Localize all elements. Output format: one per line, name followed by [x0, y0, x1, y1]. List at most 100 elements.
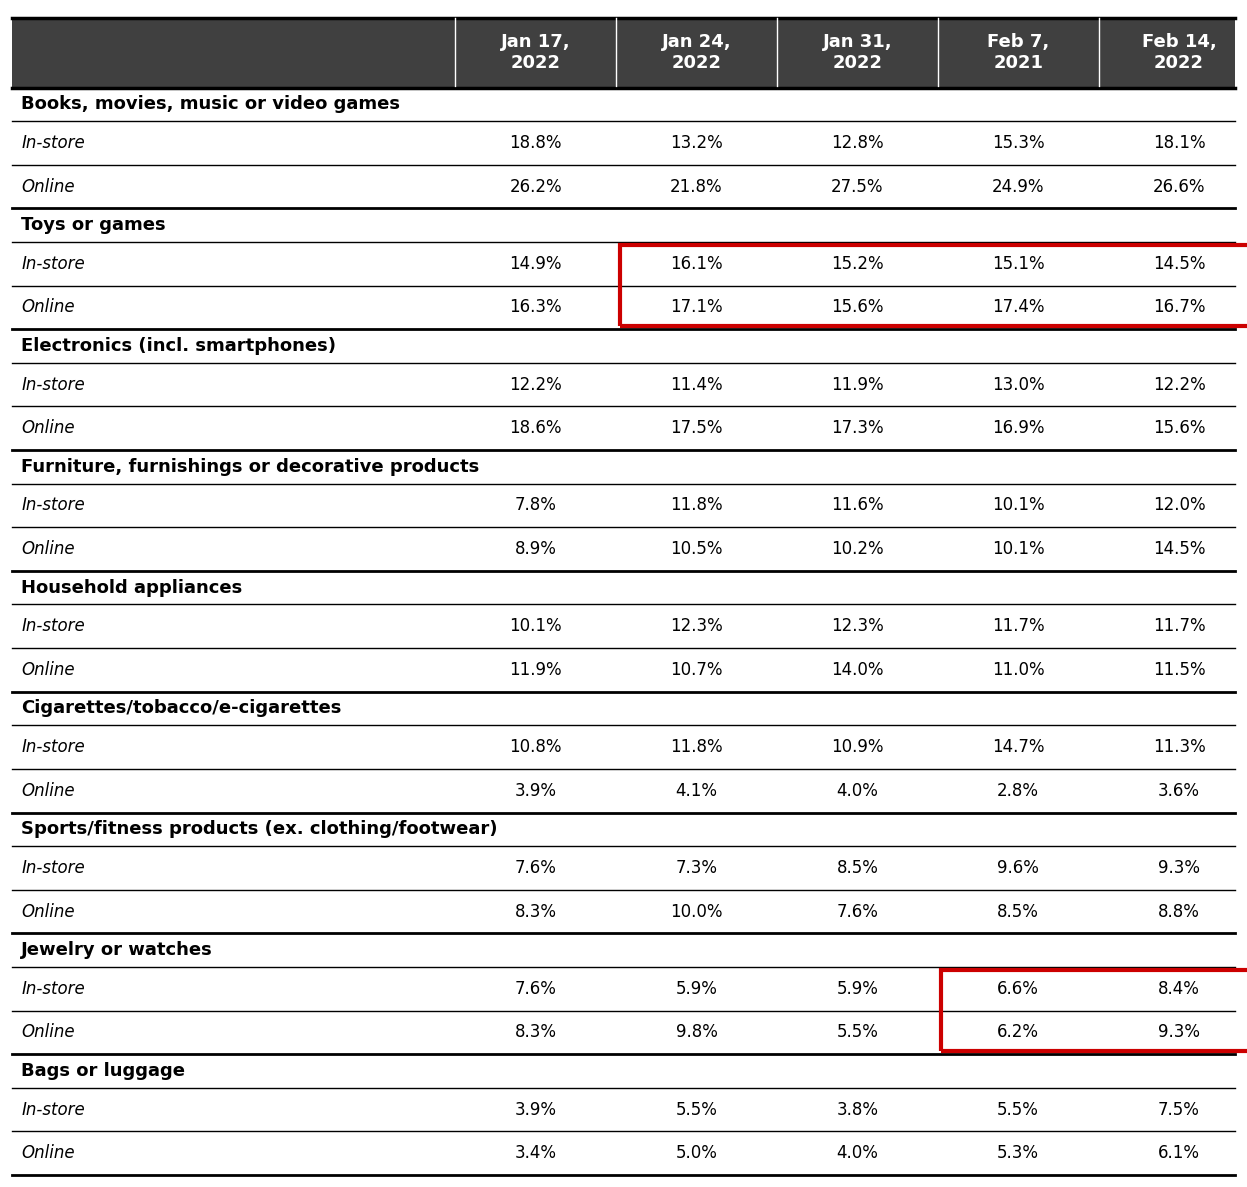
Text: Online: Online	[21, 178, 75, 196]
Text: 14.5%: 14.5%	[1152, 255, 1206, 273]
Text: 17.4%: 17.4%	[991, 298, 1045, 317]
Text: Feb 14,
2022: Feb 14, 2022	[1142, 33, 1216, 72]
Text: 4.1%: 4.1%	[676, 782, 717, 800]
Text: 11.8%: 11.8%	[670, 496, 723, 514]
Text: Online: Online	[21, 1144, 75, 1162]
Text: 11.7%: 11.7%	[1152, 617, 1206, 635]
Text: 11.9%: 11.9%	[509, 661, 562, 679]
Text: 15.6%: 15.6%	[831, 298, 884, 317]
Text: Jan 24,
2022: Jan 24, 2022	[662, 33, 731, 72]
Text: 10.5%: 10.5%	[670, 540, 723, 558]
Text: Electronics (incl. smartphones): Electronics (incl. smartphones)	[21, 337, 337, 355]
Text: 10.2%: 10.2%	[831, 540, 884, 558]
Text: 5.5%: 5.5%	[676, 1100, 717, 1118]
Text: 3.9%: 3.9%	[515, 782, 556, 800]
Text: 12.3%: 12.3%	[831, 617, 884, 635]
Text: 21.8%: 21.8%	[670, 178, 723, 196]
Text: 6.1%: 6.1%	[1158, 1144, 1200, 1162]
Text: 10.1%: 10.1%	[991, 540, 1045, 558]
Text: 5.5%: 5.5%	[998, 1100, 1039, 1118]
Text: 3.6%: 3.6%	[1158, 782, 1200, 800]
Text: 15.1%: 15.1%	[991, 255, 1045, 273]
Text: 14.9%: 14.9%	[509, 255, 562, 273]
Text: 8.9%: 8.9%	[515, 540, 556, 558]
Text: 15.6%: 15.6%	[1152, 419, 1206, 437]
Text: Feb 7,
2021: Feb 7, 2021	[988, 33, 1049, 72]
Text: 12.0%: 12.0%	[1152, 496, 1206, 514]
Text: 11.0%: 11.0%	[991, 661, 1045, 679]
Text: In-store: In-store	[21, 134, 85, 152]
Text: Online: Online	[21, 298, 75, 317]
Text: 7.3%: 7.3%	[676, 859, 717, 877]
Text: 17.3%: 17.3%	[831, 419, 884, 437]
Text: 4.0%: 4.0%	[837, 782, 878, 800]
Text: In-store: In-store	[21, 859, 85, 877]
Text: 9.3%: 9.3%	[1158, 1023, 1200, 1041]
Text: 7.6%: 7.6%	[515, 979, 556, 998]
Text: Jewelry or watches: Jewelry or watches	[21, 941, 213, 959]
Text: 11.8%: 11.8%	[670, 738, 723, 756]
Text: 5.9%: 5.9%	[837, 979, 878, 998]
Text: 4.0%: 4.0%	[837, 1144, 878, 1162]
Text: 26.2%: 26.2%	[509, 178, 562, 196]
Text: Online: Online	[21, 661, 75, 679]
Text: 8.5%: 8.5%	[837, 859, 878, 877]
Text: In-store: In-store	[21, 738, 85, 756]
Text: 12.2%: 12.2%	[1152, 375, 1206, 394]
Text: 27.5%: 27.5%	[831, 178, 884, 196]
Text: 5.9%: 5.9%	[676, 979, 717, 998]
Text: 10.8%: 10.8%	[509, 738, 562, 756]
Text: Online: Online	[21, 540, 75, 558]
Text: Online: Online	[21, 782, 75, 800]
Text: 7.5%: 7.5%	[1158, 1100, 1200, 1118]
Text: 14.7%: 14.7%	[991, 738, 1045, 756]
Text: 8.3%: 8.3%	[515, 1023, 556, 1041]
Text: 10.7%: 10.7%	[670, 661, 723, 679]
Text: In-store: In-store	[21, 1100, 85, 1118]
Text: Sports/fitness products (ex. clothing/footwear): Sports/fitness products (ex. clothing/fo…	[21, 820, 498, 838]
Text: 13.2%: 13.2%	[670, 134, 723, 152]
Text: Toys or games: Toys or games	[21, 216, 166, 234]
Text: 3.9%: 3.9%	[515, 1100, 556, 1118]
Text: 9.6%: 9.6%	[998, 859, 1039, 877]
Text: 7.6%: 7.6%	[515, 859, 556, 877]
Text: 11.5%: 11.5%	[1152, 661, 1206, 679]
Text: 14.0%: 14.0%	[831, 661, 884, 679]
Text: 18.1%: 18.1%	[1152, 134, 1206, 152]
Text: 15.2%: 15.2%	[831, 255, 884, 273]
Text: 5.3%: 5.3%	[998, 1144, 1039, 1162]
Text: 3.8%: 3.8%	[837, 1100, 878, 1118]
Text: 11.4%: 11.4%	[670, 375, 723, 394]
Text: 9.8%: 9.8%	[676, 1023, 717, 1041]
Text: 18.8%: 18.8%	[509, 134, 562, 152]
Text: 11.6%: 11.6%	[831, 496, 884, 514]
Text: Household appliances: Household appliances	[21, 578, 242, 597]
Text: Online: Online	[21, 902, 75, 921]
Text: 13.0%: 13.0%	[991, 375, 1045, 394]
FancyBboxPatch shape	[12, 18, 1235, 88]
Text: 16.1%: 16.1%	[670, 255, 723, 273]
Text: Cigarettes/tobacco/e-cigarettes: Cigarettes/tobacco/e-cigarettes	[21, 699, 342, 717]
Text: 3.4%: 3.4%	[515, 1144, 556, 1162]
Text: Jan 31,
2022: Jan 31, 2022	[823, 33, 892, 72]
Text: 11.9%: 11.9%	[831, 375, 884, 394]
Text: 5.0%: 5.0%	[676, 1144, 717, 1162]
Text: Books, movies, music or video games: Books, movies, music or video games	[21, 95, 400, 113]
Text: 8.4%: 8.4%	[1158, 979, 1200, 998]
Text: 6.2%: 6.2%	[998, 1023, 1039, 1041]
Text: 8.8%: 8.8%	[1158, 902, 1200, 921]
Text: 6.6%: 6.6%	[998, 979, 1039, 998]
Text: 18.6%: 18.6%	[509, 419, 562, 437]
Text: 8.3%: 8.3%	[515, 902, 556, 921]
Text: 11.3%: 11.3%	[1152, 738, 1206, 756]
Text: Furniture, furnishings or decorative products: Furniture, furnishings or decorative pro…	[21, 458, 479, 476]
Text: Jan 17,
2022: Jan 17, 2022	[501, 33, 570, 72]
Text: 11.7%: 11.7%	[991, 617, 1045, 635]
Text: 10.9%: 10.9%	[831, 738, 884, 756]
Text: 17.1%: 17.1%	[670, 298, 723, 317]
Text: 16.7%: 16.7%	[1152, 298, 1206, 317]
Text: 12.8%: 12.8%	[831, 134, 884, 152]
Text: 10.1%: 10.1%	[991, 496, 1045, 514]
Text: 14.5%: 14.5%	[1152, 540, 1206, 558]
Text: In-store: In-store	[21, 617, 85, 635]
